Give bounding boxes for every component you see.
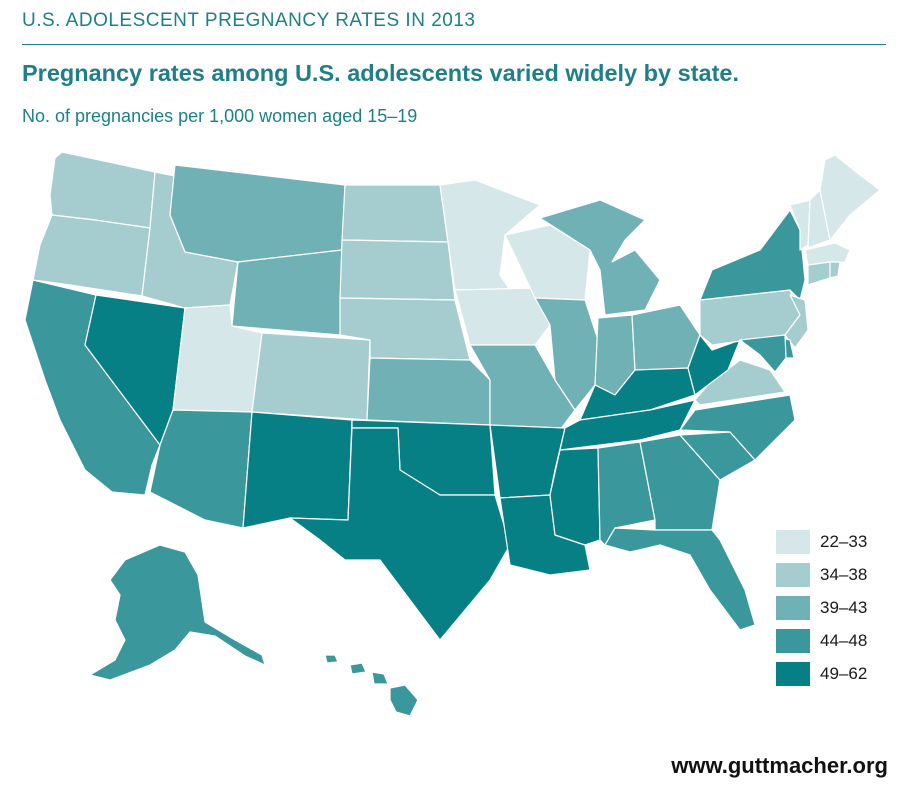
state-or [32,214,151,297]
legend-label: 22–33 [820,531,868,551]
legend-swatch [776,628,810,653]
state-ks [366,357,491,426]
state-wi [504,224,591,301]
legend-item: 22–33 [776,525,891,558]
state-ia [454,287,551,346]
state-wy [231,249,343,336]
legend-swatch [776,529,810,554]
state-md [739,334,787,373]
legend-item: 49–62 [776,657,891,690]
state-tn [559,399,696,451]
legend-label: 39–43 [820,597,868,617]
legend-swatch [776,595,810,620]
state-wv [687,334,741,396]
legend-item: 39–43 [776,591,891,624]
legend: 22–33 34–38 39–43 44–48 49–62 [776,525,891,690]
state-nc [679,394,796,461]
state-ny [699,209,806,301]
state-ms [549,447,601,546]
state-il [534,297,599,411]
state-ct [807,261,831,286]
legend-swatch [776,562,810,587]
state-fl [604,527,756,631]
state-mi [539,199,661,316]
legend-item: 44–48 [776,624,891,657]
header-label: U.S. ADOLESCENT PREGNANCY RATES IN 2013 [22,10,476,31]
state-vt [789,199,811,251]
state-nj [784,294,809,349]
legend-label: 44–48 [820,630,868,650]
state-ri [829,261,841,279]
state-nd [341,184,449,243]
legend-swatch [776,661,810,686]
state-co [251,332,371,421]
legend-label: 34–38 [820,564,868,584]
state-tx [289,427,511,641]
state-ma [804,242,851,266]
state-mo [469,344,576,431]
legend-label: 49–62 [820,663,868,683]
page-subtitle: No. of pregnancies per 1,000 women aged … [22,106,418,126]
state-nm [242,411,353,529]
state-mt [169,164,346,263]
state-hi [324,654,419,717]
legend-item: 34–38 [776,558,891,591]
state-mn [439,179,541,291]
state-sd [339,239,456,301]
state-me [819,154,881,241]
state-oh [631,304,701,371]
footer-url[interactable]: www.guttmacher.org [671,753,888,778]
state-ak [89,544,266,681]
page-title: Pregnancy rates among U.S. adolescents v… [22,60,740,86]
header-divider [22,44,886,45]
